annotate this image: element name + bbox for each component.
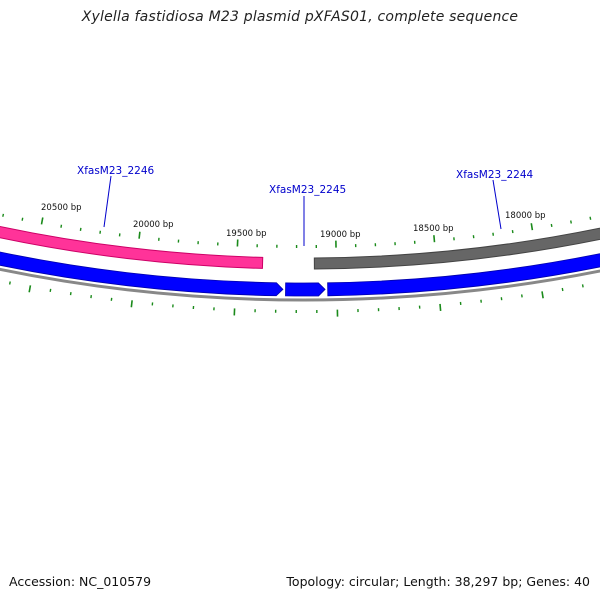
tick-label-19500: 19500 bp [226, 229, 267, 239]
gene-label-xfasm23-2246[interactable]: XfasM23_2246 [77, 165, 155, 177]
inner-tick [439, 303, 442, 311]
inner-tick [28, 285, 32, 293]
inner-tick [561, 287, 564, 292]
gene-label-xfasm23-2245[interactable]: XfasM23_2245 [269, 184, 346, 196]
outer-tick [589, 216, 592, 220]
inner-tick [541, 291, 544, 299]
outer-tick [433, 235, 436, 243]
leader-line-xfasm23-2244 [492, 179, 502, 230]
accession-text: Accession: NC_010579 [9, 574, 152, 589]
tick-label-18500: 18500 bp [413, 224, 454, 234]
tick-label-20000: 20000 bp [133, 220, 174, 230]
summary-text: Topology: circular; Length: 38,297 bp; G… [286, 574, 590, 589]
tick-label-18000: 18000 bp [505, 211, 546, 221]
outer-tick [40, 217, 44, 225]
gene-xfasm23-2245-feature[interactable] [285, 282, 326, 297]
outer-tick [570, 220, 572, 224]
gene-xfasm23-2246-feature[interactable] [0, 186, 264, 269]
inner-tick [581, 284, 584, 288]
gene-left-blue-feature[interactable] [0, 209, 284, 297]
leader-line-xfasm23-2246 [103, 175, 112, 228]
tick-label-19000: 19000 bp [320, 230, 361, 240]
outer-tick [550, 223, 553, 228]
map-title: Xylella fastidiosa M23 plasmid pXFAS01, … [81, 9, 519, 25]
inner-tick-marks [8, 281, 584, 317]
tick-label-20500: 20500 bp [41, 203, 82, 213]
outer-tick [2, 213, 5, 217]
gene-label-xfasm23-2244[interactable]: XfasM23_2244 [456, 169, 534, 181]
outer-tick [21, 217, 24, 221]
outer-tick-marks [2, 213, 592, 248]
plasmid-backbone [0, 267, 600, 302]
outer-tick [138, 231, 141, 239]
gene-right-blue-feature[interactable] [327, 209, 600, 297]
inner-tick [8, 281, 11, 285]
gene-xfasm23-2244-feature[interactable] [313, 186, 600, 270]
inner-tick [130, 300, 133, 308]
outer-tick [530, 223, 534, 231]
